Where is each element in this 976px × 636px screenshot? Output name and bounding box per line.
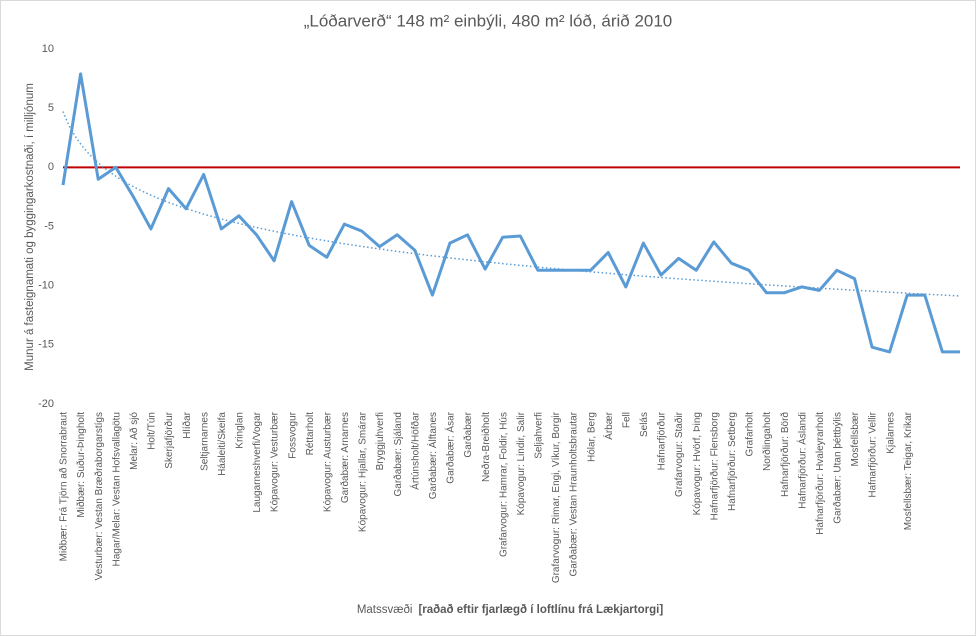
- x-tick-label: Grafarvogur: Rimar, Engi, Víkur, Borgir: [551, 411, 562, 583]
- x-tick-label: Melar: Að sjó: [128, 412, 140, 470]
- data-line: [61, 72, 960, 354]
- y-tick-label: -15: [38, 339, 54, 351]
- x-tick-label: Háaleiti/Skeifa: [217, 412, 228, 476]
- x-tick-label: Grafarvogur: Hamrar, Foldir, Hús: [498, 412, 509, 557]
- x-tick-label: Norðlingaholt: [761, 412, 773, 471]
- x-tick-label: Hafnarfjörður: Börð: [779, 412, 791, 497]
- x-tick-label: Hafnarfjörður: Setberg: [726, 412, 738, 511]
- x-tick-label: Réttarholt: [305, 412, 316, 456]
- x-tick-label: Garðabær: Vestan Hraunholtsbrautar: [568, 411, 580, 576]
- x-tick-label: Vesturbær: Vestan Bræðraborgarstígs: [93, 412, 105, 580]
- x-tick-label: Garðabær: Sjáland: [392, 412, 404, 497]
- x-tick-label: Hafnarfjörður: Áslandi: [795, 412, 808, 509]
- x-tick-label: Garðabær: [462, 411, 474, 457]
- x-tick-label: Mosfellsbær: [850, 411, 861, 466]
- x-tick-label: Hafnarfjörður: Flensborg: [708, 412, 720, 520]
- x-tick-label: Hólar, Berg: [586, 412, 597, 462]
- x-tick-label: Ártúnsholt/Höfðar: [408, 411, 421, 489]
- x-tick-label: Grafarholt: [745, 412, 756, 457]
- x-tick-label: Kópavogur: Hvörf, Þing: [692, 412, 703, 515]
- x-tick-label: Hafnarfjörður: Vellir: [867, 411, 879, 497]
- x-tick-label: Fossvogur: [287, 411, 298, 458]
- x-tick-label: Miðbær: Suður-Þingholt: [75, 412, 87, 518]
- y-axis-label: Munur á fasteignamati og byggingarkostna…: [24, 83, 36, 371]
- x-tick-label: Kjalarnes: [885, 412, 896, 454]
- x-tick-label: Árbær: [602, 411, 615, 439]
- x-tick-label: Selás: [639, 412, 650, 437]
- y-tick-label: -5: [44, 220, 54, 232]
- x-tick-label: Garðabær: Ásar: [444, 411, 457, 483]
- x-tick-label: Bryggjuhverfi: [375, 412, 386, 470]
- x-tick-label: Miðbær: Frá Tjörn að Snorrabraut: [58, 412, 70, 562]
- x-tick-label: Grafarvogur: Staðir: [673, 411, 685, 497]
- x-axis-label-main: Matssvæði: [357, 604, 413, 616]
- x-axis-label-detail: [raðað eftir fjarlægð í loftlínu frá Læk…: [418, 604, 663, 616]
- x-tick-label: Holt/Tún: [147, 412, 158, 450]
- x-tick-label: Neðra-Breiðholt: [480, 412, 492, 482]
- x-tick-label: Seljahverfi: [534, 412, 545, 459]
- y-tick-label: 10: [42, 43, 54, 55]
- x-tick-label: Garðabær: Arnarnes: [339, 412, 351, 503]
- y-tick-label: 5: [48, 102, 54, 114]
- x-tick-label: Fell: [621, 412, 632, 428]
- x-tick-label: Hafnarfjörður: Hvaleyrarholt: [814, 412, 826, 535]
- x-tick-label: Hagar/Melar: Vestan Hofsvallagötu: [111, 412, 122, 567]
- x-tick-label: Mosfellsbær: Teigar, Krikar: [903, 411, 914, 530]
- x-tick-label: Kópavogur: Austurbær: [322, 411, 333, 512]
- x-tick-label: Garðabær: Utan þéttbýlis: [832, 412, 844, 524]
- x-tick-label: Hlíðar: [181, 411, 193, 438]
- chart-title: „Lóðarverð“ 148 m² einbýli, 480 m² lóð, …: [304, 11, 673, 30]
- x-tick-label: Kringlan: [235, 412, 246, 449]
- y-tick-label: -20: [38, 398, 54, 410]
- x-tick-label: Kópavogur: Lindir, Salir: [516, 411, 527, 515]
- x-tick-label: Seltjarnarnes: [199, 412, 210, 471]
- x-tick-label: Kópavogur: Hjallar, Smárar: [358, 411, 369, 532]
- y-tick-label: 0: [48, 161, 54, 173]
- x-axis-label: Matssvæði [raðað eftir fjarlægð í loftlín…: [357, 604, 663, 616]
- x-tick-label: Kópavogur: Vesturbær: [270, 411, 281, 512]
- x-tick-label: Hafnarfjörður: [656, 411, 668, 470]
- x-tick-label: Garðabær: Álftanes: [426, 412, 439, 499]
- y-tick-label: -10: [38, 280, 54, 292]
- x-tick-label: Laugarneshverfi/Vogar: [252, 411, 263, 512]
- x-tick-label: Skerjafjörður: [163, 411, 175, 468]
